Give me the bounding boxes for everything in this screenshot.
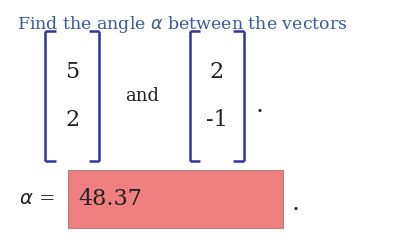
- Text: .: .: [256, 94, 264, 117]
- Text: 2: 2: [65, 109, 79, 131]
- Text: -1: -1: [206, 109, 228, 131]
- Text: 5: 5: [65, 61, 79, 83]
- Text: 2: 2: [210, 61, 224, 83]
- Text: .: .: [291, 192, 299, 216]
- Text: Find the angle $\alpha$ between the vectors: Find the angle $\alpha$ between the vect…: [17, 14, 347, 36]
- Text: 48.37: 48.37: [78, 188, 142, 210]
- FancyBboxPatch shape: [68, 170, 283, 228]
- Text: $\alpha$ =: $\alpha$ =: [19, 190, 54, 208]
- Text: and: and: [126, 87, 159, 105]
